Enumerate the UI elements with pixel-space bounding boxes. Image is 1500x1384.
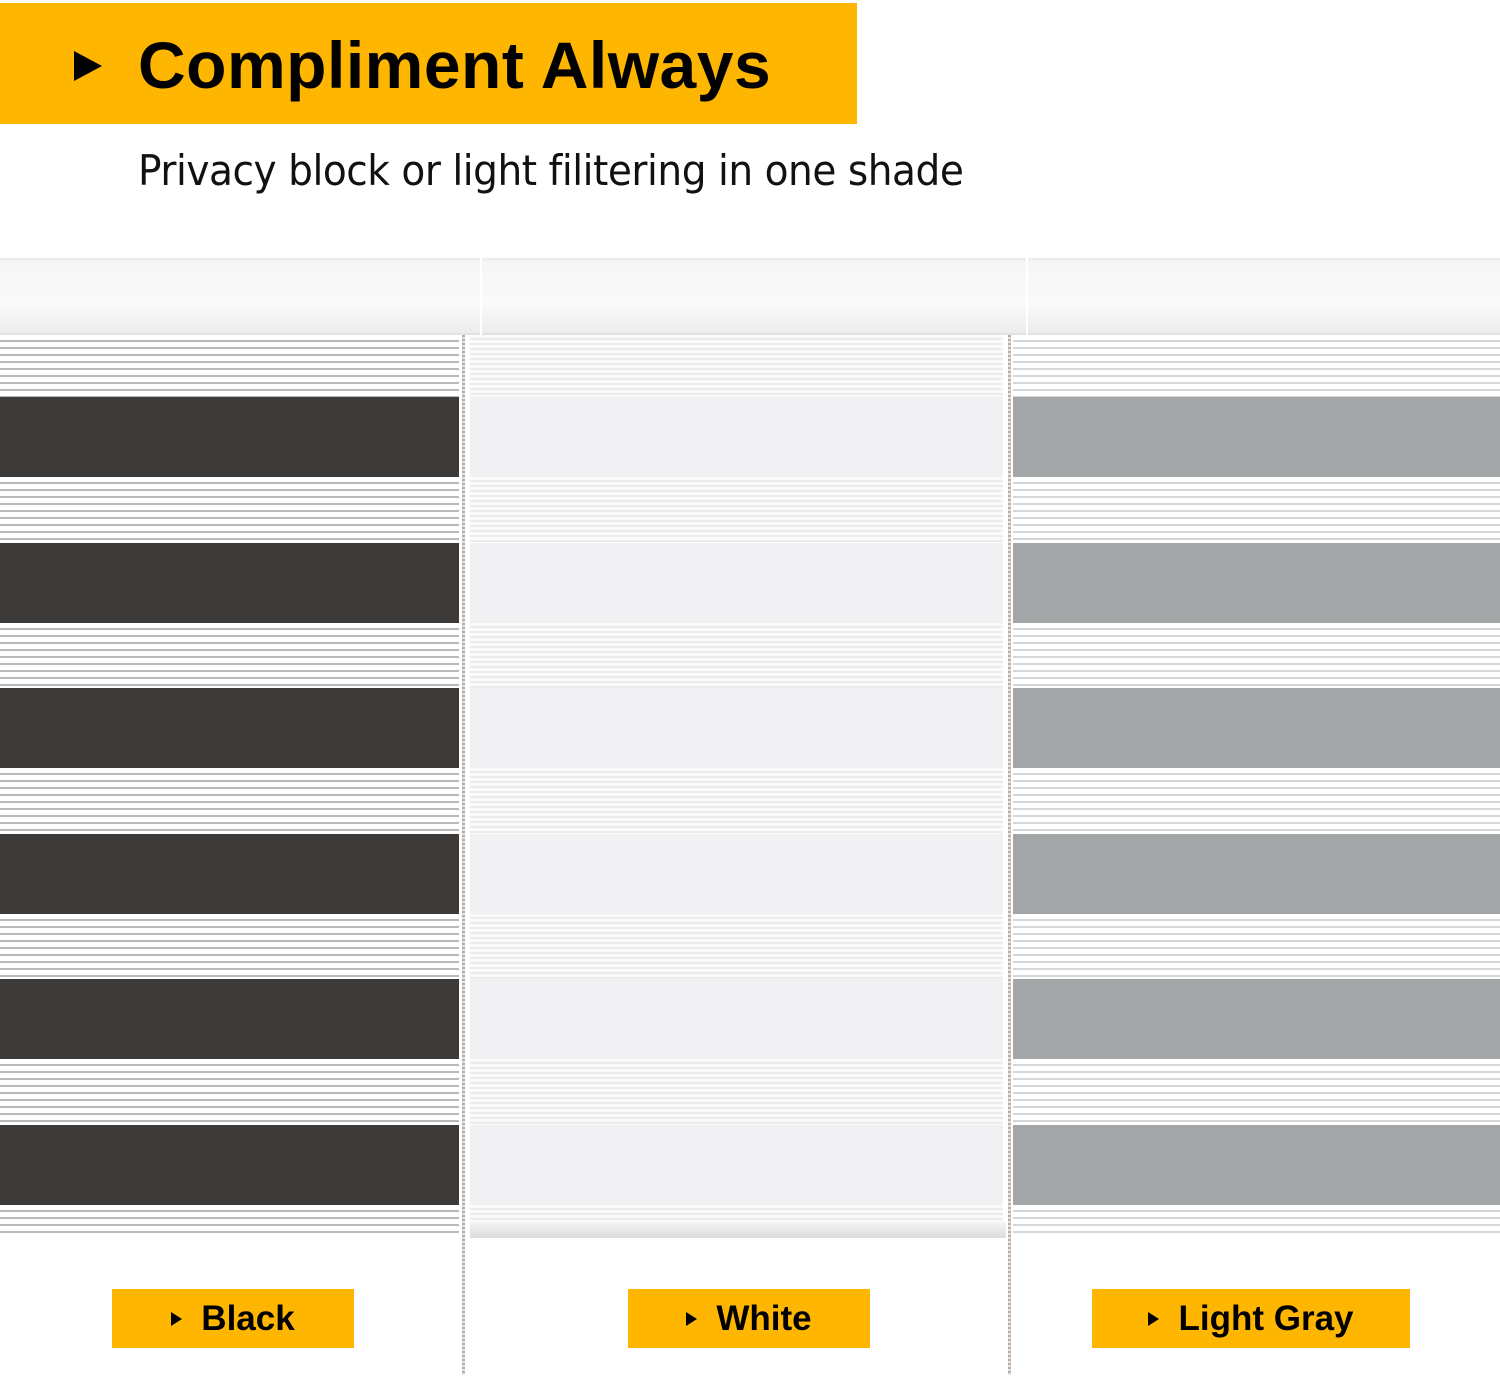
solid-band (470, 397, 1003, 477)
sheer-band (1013, 477, 1500, 543)
sheer-band (0, 768, 459, 834)
solid-band (1013, 397, 1500, 477)
play-triangle-icon (74, 51, 102, 81)
shade-panel-light-gray (1013, 335, 1500, 1238)
page-title: Compliment Always (138, 28, 772, 102)
sheer-band (0, 477, 459, 543)
play-triangle-icon (686, 1311, 698, 1326)
solid-band (1013, 1125, 1500, 1205)
sheer-band (470, 1059, 1003, 1125)
label-text: Black (201, 1298, 295, 1338)
solid-band (0, 833, 459, 914)
solid-band (470, 979, 1003, 1060)
shade-panel-white (470, 335, 1003, 1238)
sheer-band (1013, 768, 1500, 834)
play-triangle-icon (171, 1311, 183, 1326)
sheer-band (1013, 1059, 1500, 1125)
sheer-band (1013, 335, 1500, 397)
sheer-band (0, 1205, 459, 1238)
color-label-light-gray[interactable]: Light Gray (1092, 1289, 1410, 1348)
headrail-white (482, 258, 1026, 335)
shade-panel-black (0, 335, 459, 1238)
sheer-band (470, 622, 1003, 689)
solid-band (1013, 542, 1500, 623)
sheer-band (470, 768, 1003, 834)
sheer-band (1013, 1205, 1500, 1238)
solid-band (1013, 979, 1500, 1060)
play-triangle-icon (1148, 1311, 1160, 1326)
solid-band (0, 397, 459, 477)
sheer-band (0, 913, 459, 980)
sheer-band (470, 477, 1003, 543)
title-banner: Compliment Always (0, 3, 857, 124)
sheer-band (1013, 622, 1500, 689)
headrail-gray (1028, 258, 1500, 335)
color-label-black[interactable]: Black (112, 1289, 354, 1348)
solid-band (470, 688, 1003, 769)
sheer-band (0, 622, 459, 689)
solid-band (0, 542, 459, 623)
solid-band (470, 542, 1003, 623)
sheer-band (470, 335, 1003, 397)
color-label-white[interactable]: White (628, 1289, 870, 1348)
solid-band (0, 688, 459, 769)
label-text: White (716, 1298, 812, 1338)
solid-band (470, 1125, 1003, 1205)
label-text: Light Gray (1178, 1298, 1354, 1338)
headrail-black (0, 258, 480, 335)
solid-band (1013, 833, 1500, 914)
solid-band (470, 833, 1003, 914)
pull-chain[interactable] (1008, 335, 1011, 1375)
solid-band (0, 979, 459, 1060)
sheer-band (0, 1059, 459, 1125)
pull-chain[interactable] (462, 335, 465, 1375)
solid-band (0, 1125, 459, 1205)
solid-band (1013, 688, 1500, 769)
sheer-band (1013, 913, 1500, 980)
bottom-rail-white (470, 1222, 1006, 1238)
sheer-band (0, 335, 459, 397)
sheer-band (470, 913, 1003, 980)
subtitle: Privacy block or light filitering in one… (138, 146, 964, 195)
